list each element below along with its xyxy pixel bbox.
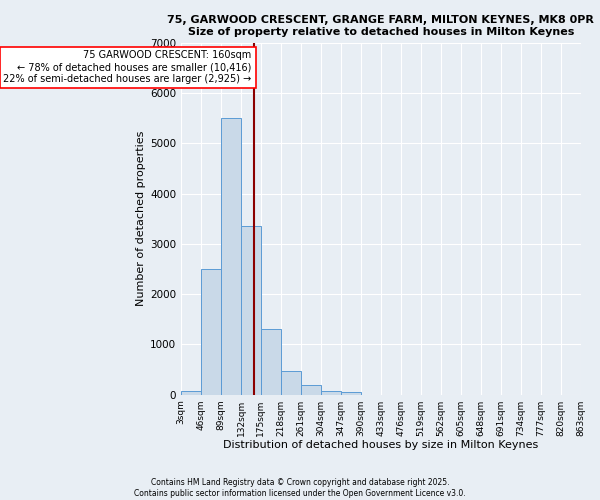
Bar: [281, 372, 301, 394]
Text: Contains HM Land Registry data © Crown copyright and database right 2025.
Contai: Contains HM Land Registry data © Crown c…: [134, 478, 466, 498]
Text: 75 GARWOOD CRESCENT: 160sqm
← 78% of detached houses are smaller (10,416)
22% of: 75 GARWOOD CRESCENT: 160sqm ← 78% of det…: [4, 50, 251, 84]
X-axis label: Distribution of detached houses by size in Milton Keynes: Distribution of detached houses by size …: [223, 440, 538, 450]
Bar: [201, 269, 221, 394]
Y-axis label: Number of detached properties: Number of detached properties: [136, 131, 146, 306]
Title: 75, GARWOOD CRESCENT, GRANGE FARM, MILTON KEYNES, MK8 0PR
Size of property relat: 75, GARWOOD CRESCENT, GRANGE FARM, MILTO…: [167, 15, 594, 36]
Bar: [241, 226, 261, 394]
Bar: [321, 390, 341, 394]
Bar: [261, 330, 281, 394]
Bar: [221, 118, 241, 394]
Bar: [341, 392, 361, 394]
Bar: [301, 385, 321, 394]
Bar: [181, 391, 201, 394]
